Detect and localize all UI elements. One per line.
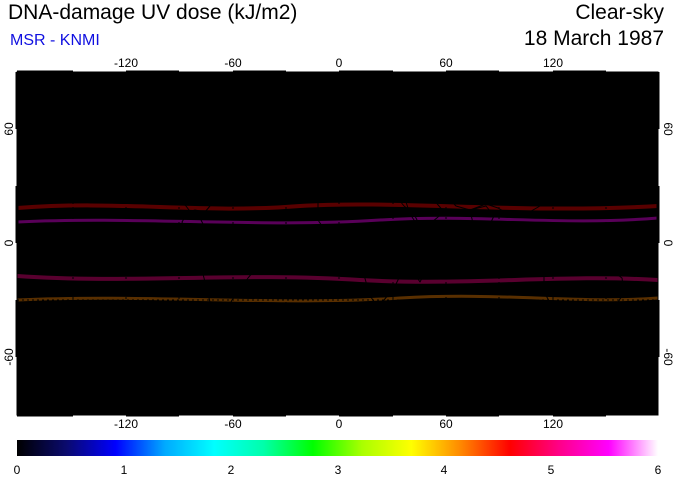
lat-label-left-1: 60: [2, 122, 16, 136]
colorbar-label-6: 6: [655, 463, 662, 477]
map-date: 18 March 1987: [523, 27, 664, 50]
map-title: DNA-damage UV dose (kJ/m2): [8, 1, 298, 24]
lon-label-bottom-5: 120: [543, 417, 563, 431]
lon-label-bottom-3: 0: [336, 417, 343, 431]
lon-label-top-2: -60: [224, 56, 242, 70]
lon-label-top-3: 0: [336, 56, 343, 70]
colorbar-label-2: 2: [228, 463, 235, 477]
map-frame: [16, 71, 659, 416]
lon-label-top-5: 120: [543, 56, 563, 70]
sky-condition: Clear-sky: [575, 1, 664, 24]
lon-label-top-4: 60: [439, 56, 453, 70]
lat-label-right-2: 0: [661, 240, 675, 247]
lon-label-bottom-4: 60: [439, 417, 453, 431]
colorbar: [17, 440, 658, 456]
colorbar-label-1: 1: [121, 463, 128, 477]
source-label: MSR - KNMI: [10, 32, 100, 49]
frame-ticks: [15, 70, 660, 417]
colorbar-label-3: 3: [335, 463, 342, 477]
lat-label-left-3: -60: [2, 348, 16, 366]
lon-label-top-1: -120: [114, 56, 138, 70]
lon-label-bottom-2: -60: [224, 417, 242, 431]
colorbar-label-0: 0: [14, 463, 21, 477]
graticule: [17, 72, 658, 415]
lat-label-left-2: 0: [2, 239, 16, 246]
lon-label-bottom-1: -120: [114, 417, 138, 431]
colorbar-label-4: 4: [441, 463, 448, 477]
colorbar-label-5: 5: [548, 463, 555, 477]
lat-label-right-1: 60: [661, 122, 675, 136]
lat-label-right-3: -60: [661, 348, 675, 366]
field-streaks: [17, 202, 658, 303]
